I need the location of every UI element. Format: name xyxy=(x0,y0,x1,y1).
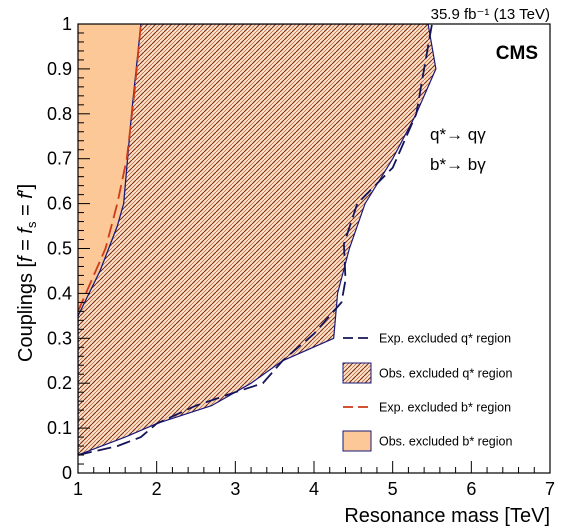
y-axis-title: Couplings [f = fs = f′] xyxy=(15,184,39,362)
y-tick-label: 0.8 xyxy=(47,104,72,124)
legend-label: Obs. excluded q* region xyxy=(379,367,512,381)
y-tick-label: 1 xyxy=(62,14,72,34)
y-tick-label: 0.6 xyxy=(47,194,72,214)
legend-item: Obs. excluded q* region xyxy=(342,362,512,384)
y-tick-label: 0.7 xyxy=(47,149,72,169)
exp-qstar-line xyxy=(78,24,433,456)
x-tick-label: 5 xyxy=(388,479,398,499)
legend-item: Exp. excluded b* region xyxy=(343,401,511,415)
y-tick-label: 0 xyxy=(62,463,72,483)
lumi-label: 35.9 fb⁻¹ (13 TeV) xyxy=(431,6,550,23)
y-tick-label: 0.3 xyxy=(47,328,72,348)
x-tick-label: 6 xyxy=(466,479,476,499)
legend-item: Exp. excluded q* region xyxy=(343,332,511,346)
process-label-bstar: b*→ bγ xyxy=(430,155,486,174)
y-tick-label: 0.9 xyxy=(47,59,72,79)
x-tick-label: 1 xyxy=(73,479,83,499)
legend-label: Exp. excluded b* region xyxy=(379,401,511,415)
x-tick-label: 4 xyxy=(309,479,319,499)
y-tick-label: 0.4 xyxy=(47,283,72,303)
legend-item: Obs. excluded b* region xyxy=(342,430,512,452)
x-tick-label: 3 xyxy=(230,479,240,499)
legend-swatch-hatched xyxy=(342,362,372,384)
plot-regions xyxy=(78,24,437,456)
x-tick-label: 2 xyxy=(152,479,162,499)
y-tick-label: 0.2 xyxy=(47,373,72,393)
legend-label: Obs. excluded b* region xyxy=(379,435,512,449)
process-label-qstar: q*→ qγ xyxy=(430,125,486,144)
axes: 1 2 3 4 5 6 7 0 0.1 0.2 0.3 0.4 0.5 0.6 0.7 0.8 0.9 1 xyxy=(47,14,555,499)
cms-label: CMS xyxy=(496,43,538,64)
legend-swatch-solid xyxy=(342,430,372,452)
exp-bstar-line xyxy=(78,24,142,312)
y-tick-label: 0.1 xyxy=(47,418,72,438)
x-tick-label: 7 xyxy=(545,479,555,499)
legend: Exp. excluded q* region Obs. excluded q* … xyxy=(342,332,512,452)
y-tick-label: 0.5 xyxy=(47,239,72,259)
x-axis-title: Resonance mass [TeV] xyxy=(344,505,550,527)
legend-label: Exp. excluded q* region xyxy=(379,332,511,346)
plot-lines xyxy=(78,24,433,456)
obs-bstar-region xyxy=(78,24,141,316)
